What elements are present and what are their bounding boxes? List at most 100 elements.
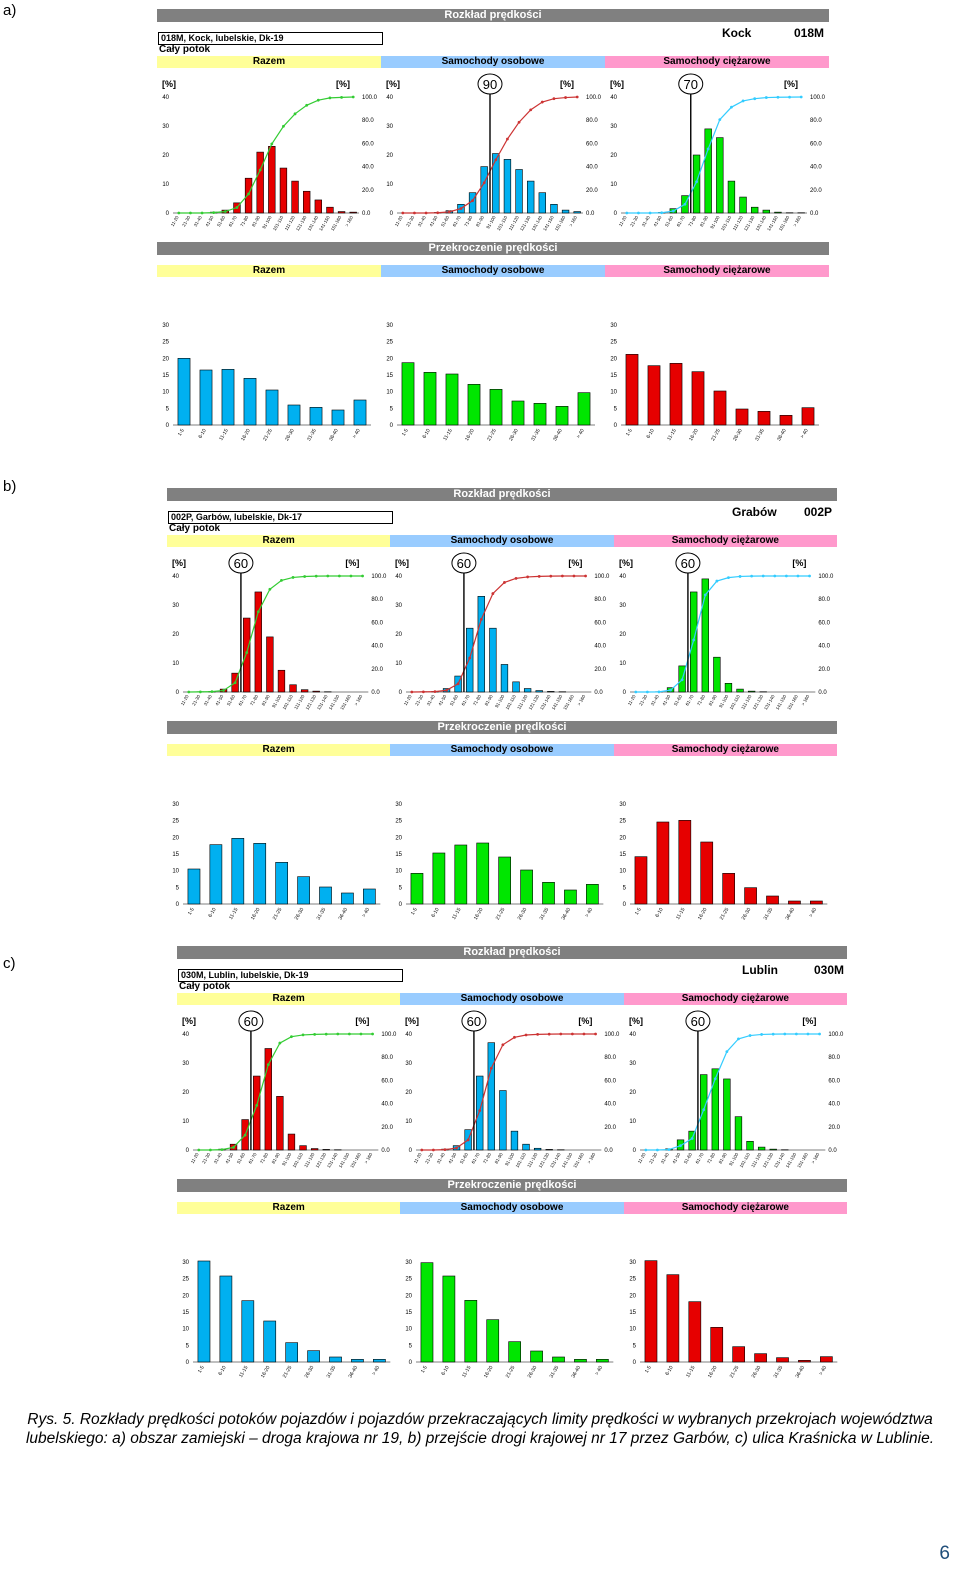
y-tick-label: 0	[166, 423, 170, 429]
dist-bar	[746, 1141, 754, 1151]
y-tick-label: 30	[406, 1260, 413, 1266]
dist-bar	[711, 1068, 719, 1151]
cumulative-point	[759, 1033, 763, 1036]
y-tick-label: 10	[406, 1327, 413, 1333]
cumulative-line	[188, 575, 363, 693]
cumulative-point	[270, 142, 274, 146]
cumulative-point	[410, 690, 414, 694]
y-tick-label: 20	[396, 632, 403, 638]
x-tick-label: 41-50	[438, 694, 448, 707]
cumulative-point	[347, 1032, 351, 1036]
cumulative-point	[467, 1138, 470, 1142]
cumulative-point	[548, 1032, 551, 1036]
exceed-title: Przekroczenie prędkości	[157, 242, 829, 255]
cumulative-point	[817, 1032, 821, 1036]
x-tick-label: 16-20	[250, 907, 262, 921]
dist-bar	[501, 664, 509, 693]
cumulative-point	[445, 688, 449, 692]
y-tick-label: 25	[396, 819, 403, 825]
x-tick-label: 31-40	[426, 694, 436, 707]
exceed-bar	[285, 1342, 298, 1363]
exceed-bar	[209, 844, 223, 905]
x-tick-label: 11-15	[442, 428, 454, 442]
y2-tick-label: 100.0	[828, 1032, 844, 1038]
x-tick-label: 16-20	[260, 1365, 272, 1379]
cumulative-point	[561, 574, 565, 578]
exceed-bar	[530, 1350, 544, 1363]
y2-tick-label: 100.0	[381, 1032, 397, 1038]
dist-bar	[512, 681, 521, 693]
cumulative-point	[189, 211, 192, 215]
dist-bar	[264, 1048, 272, 1151]
cumulative-point	[280, 578, 283, 582]
cumulative-point	[436, 211, 440, 215]
station-id-box: 018M, Kock, lubelskie, Dk-19	[158, 32, 383, 45]
exceed-bar	[489, 389, 503, 426]
x-tick-label: 71-80	[482, 1152, 492, 1165]
x-tick-label: 11-15	[675, 907, 687, 921]
cumulative-point	[726, 576, 730, 580]
cumulative-line	[178, 96, 354, 214]
y2-tick-label: 0.0	[586, 211, 595, 217]
dist-bar	[716, 137, 724, 214]
exceed-bar	[329, 1356, 342, 1363]
cumulative-point	[524, 1033, 528, 1037]
cumulative-point	[517, 120, 521, 124]
x-tick-label: 41-50	[204, 215, 214, 228]
cumulative-point	[324, 1032, 328, 1036]
dist-bar	[704, 128, 712, 214]
x-tick-label: 51-60	[216, 215, 226, 228]
exceed-category-ciezarowe: Samochody ciężarowe	[623, 1202, 847, 1214]
y-tick-label: 30	[162, 124, 169, 130]
cumulative-point	[349, 574, 353, 578]
y2-tick-label: 60.0	[362, 141, 374, 147]
limit-marker	[685, 1010, 711, 1032]
exceed-bar	[586, 884, 600, 905]
x-tick-label: 51-60	[664, 215, 674, 228]
x-tick-label: 21-30	[414, 694, 424, 707]
cumulative-point	[671, 209, 675, 213]
y-tick-label: 15	[619, 852, 626, 858]
y-tick-label: 15	[182, 1310, 189, 1316]
dist-bar	[547, 691, 555, 693]
dist-bar	[312, 690, 320, 693]
cumulative-point	[336, 1032, 340, 1036]
x-tick-label: 11-15	[451, 907, 463, 921]
dist-bar	[724, 683, 732, 693]
y2-tick-label: 80.0	[828, 1055, 840, 1061]
x-tick-label: 1-5	[401, 428, 410, 437]
exceed-bar	[187, 868, 201, 905]
y-tick-label: 0	[622, 902, 626, 908]
dist-category-razem: Razem	[157, 56, 381, 68]
x-tick-label: 61-70	[228, 215, 238, 228]
y-tick-label: 30	[172, 603, 179, 609]
x-tick-label: 6-10	[441, 1365, 451, 1377]
x-tick-label: 26-30	[750, 1365, 762, 1379]
dist-bar	[279, 167, 288, 214]
dist-bar	[276, 1096, 284, 1151]
x-tick-label: 31-40	[649, 694, 659, 707]
y-tick-label: 25	[629, 1277, 636, 1283]
y2-tick-label: 0.0	[810, 211, 819, 217]
y-tick-label: 20	[619, 835, 626, 841]
x-tick-label: 31-40	[659, 1152, 669, 1165]
exceed-bar	[801, 407, 815, 426]
dist-bar	[487, 1042, 496, 1151]
exceed-bar	[669, 363, 683, 426]
y2-tick-label: 40.0	[595, 644, 607, 650]
x-tick-label: > 40	[584, 907, 594, 919]
exceed-bar	[243, 378, 257, 426]
cumulative-point	[753, 97, 757, 101]
exceed-bar	[688, 1301, 701, 1363]
y-tick-label: 15	[629, 1310, 636, 1316]
dist-bar	[524, 688, 532, 693]
dist-chart-osobowe: [%] [%] 0 10 20 30 40 0.0 20.0 40.0 60.0 80.0 100.0 1…	[386, 73, 602, 232]
x-tick-label: 91-100	[271, 694, 283, 709]
limit-value: 60	[680, 556, 694, 571]
x-tick-label: 71-80	[249, 694, 259, 707]
y-tick-label: 25	[182, 1277, 189, 1283]
x-tick-label: 151-160	[339, 694, 352, 711]
y2-tick-label: 20.0	[586, 188, 598, 194]
cumulative-point	[796, 574, 800, 578]
y2-tick-label: 80.0	[362, 118, 374, 124]
